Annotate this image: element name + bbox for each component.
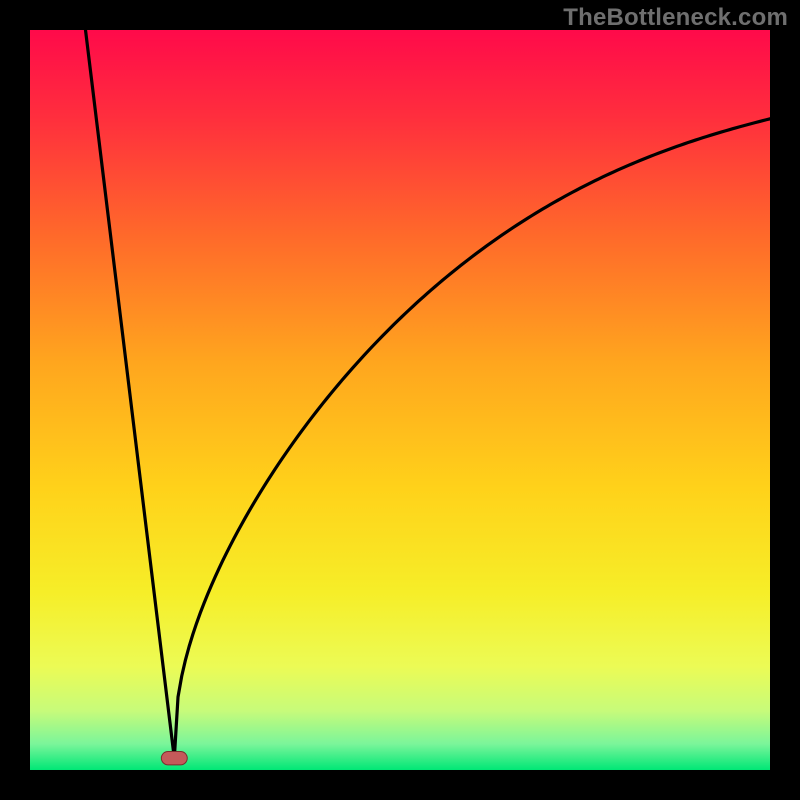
plot-svg bbox=[30, 30, 770, 770]
watermark-source: TheBottleneck.com bbox=[563, 4, 788, 32]
gradient-background bbox=[30, 30, 770, 770]
plot-area bbox=[30, 30, 770, 770]
chart-frame: TheBottleneck.com bbox=[0, 0, 800, 800]
optimum-marker bbox=[161, 752, 187, 765]
